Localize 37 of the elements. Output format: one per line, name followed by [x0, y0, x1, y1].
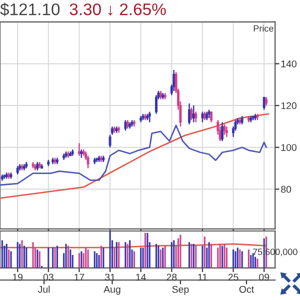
y-tick-label: 80 [281, 186, 292, 193]
y-tick-label: 120 [281, 102, 296, 110]
candlestick [201, 111, 204, 123]
candlestick [194, 111, 198, 123]
x2-tick-label: Aug [104, 286, 120, 295]
x-tick-label: 28 [166, 274, 177, 281]
candlestick [262, 96, 266, 110]
x2-tick-label: Sep [172, 286, 189, 295]
chart-title: $121.10 [0, 2, 60, 16]
candlestick [155, 94, 158, 115]
y-tick-label: 140 [281, 60, 296, 68]
x-tick-label: 03 [43, 274, 54, 281]
candlestick [124, 120, 127, 132]
candlestick [190, 107, 193, 121]
y-tick-label: 100 [281, 144, 296, 151]
candlestick [108, 134, 112, 148]
candlestick [86, 155, 90, 169]
x-tick-label: 14 [136, 274, 146, 280]
x-tick-label: 31 [105, 274, 115, 281]
x2-tick-label: Oct [239, 286, 254, 293]
x2-tick-label: Jul [38, 286, 50, 293]
x-tick-label: 17 [74, 274, 84, 280]
line-series [0, 124, 267, 186]
candlestick [148, 111, 151, 123]
candlestick [221, 122, 224, 142]
y-axis-title: Price [254, 25, 274, 32]
x-tick-label: 19 [12, 274, 23, 281]
x-tick-label: 09 [259, 274, 270, 281]
candlestick [78, 142, 80, 156]
candlestick [225, 126, 228, 138]
x-tick-label: 11 [198, 274, 208, 280]
candlestick [172, 69, 176, 92]
candlestick [133, 120, 136, 128]
x-tick-label: 25 [228, 274, 238, 281]
line-series [0, 113, 270, 199]
chart-subtitle: 3.30 ↓ 2.65% [70, 3, 166, 16]
candlestick [210, 111, 213, 123]
